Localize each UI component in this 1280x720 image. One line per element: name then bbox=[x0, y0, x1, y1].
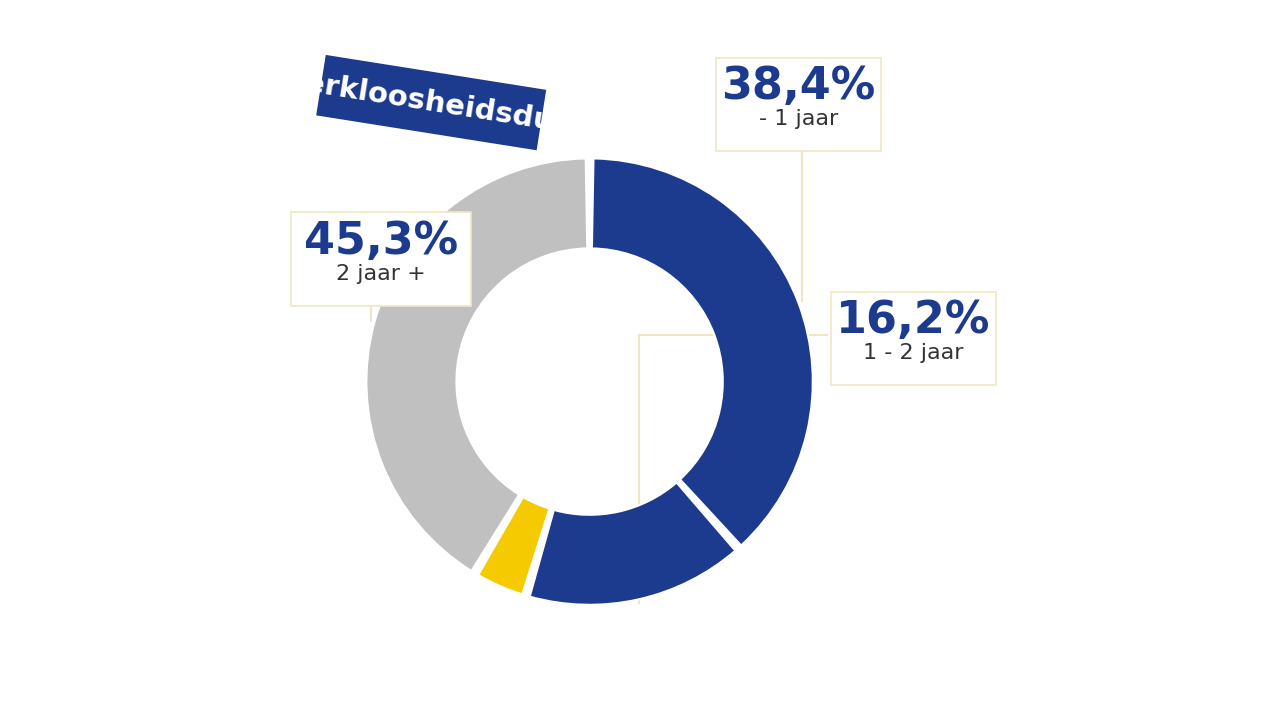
Wedge shape bbox=[479, 497, 549, 595]
Text: 16,2%: 16,2% bbox=[836, 299, 991, 342]
Text: 38,4%: 38,4% bbox=[721, 65, 876, 108]
Wedge shape bbox=[366, 158, 588, 571]
FancyBboxPatch shape bbox=[831, 292, 996, 385]
Text: 2 jaar +: 2 jaar + bbox=[335, 264, 426, 284]
Text: 1 - 2 jaar: 1 - 2 jaar bbox=[863, 343, 964, 363]
Text: Werkloosheidsduur: Werkloosheidsduur bbox=[273, 64, 590, 141]
FancyBboxPatch shape bbox=[316, 55, 547, 150]
FancyBboxPatch shape bbox=[716, 58, 881, 151]
Text: 45,3%: 45,3% bbox=[303, 220, 458, 263]
FancyBboxPatch shape bbox=[291, 212, 471, 306]
Text: - 1 jaar: - 1 jaar bbox=[759, 109, 838, 129]
Wedge shape bbox=[591, 158, 813, 546]
Wedge shape bbox=[530, 482, 735, 605]
